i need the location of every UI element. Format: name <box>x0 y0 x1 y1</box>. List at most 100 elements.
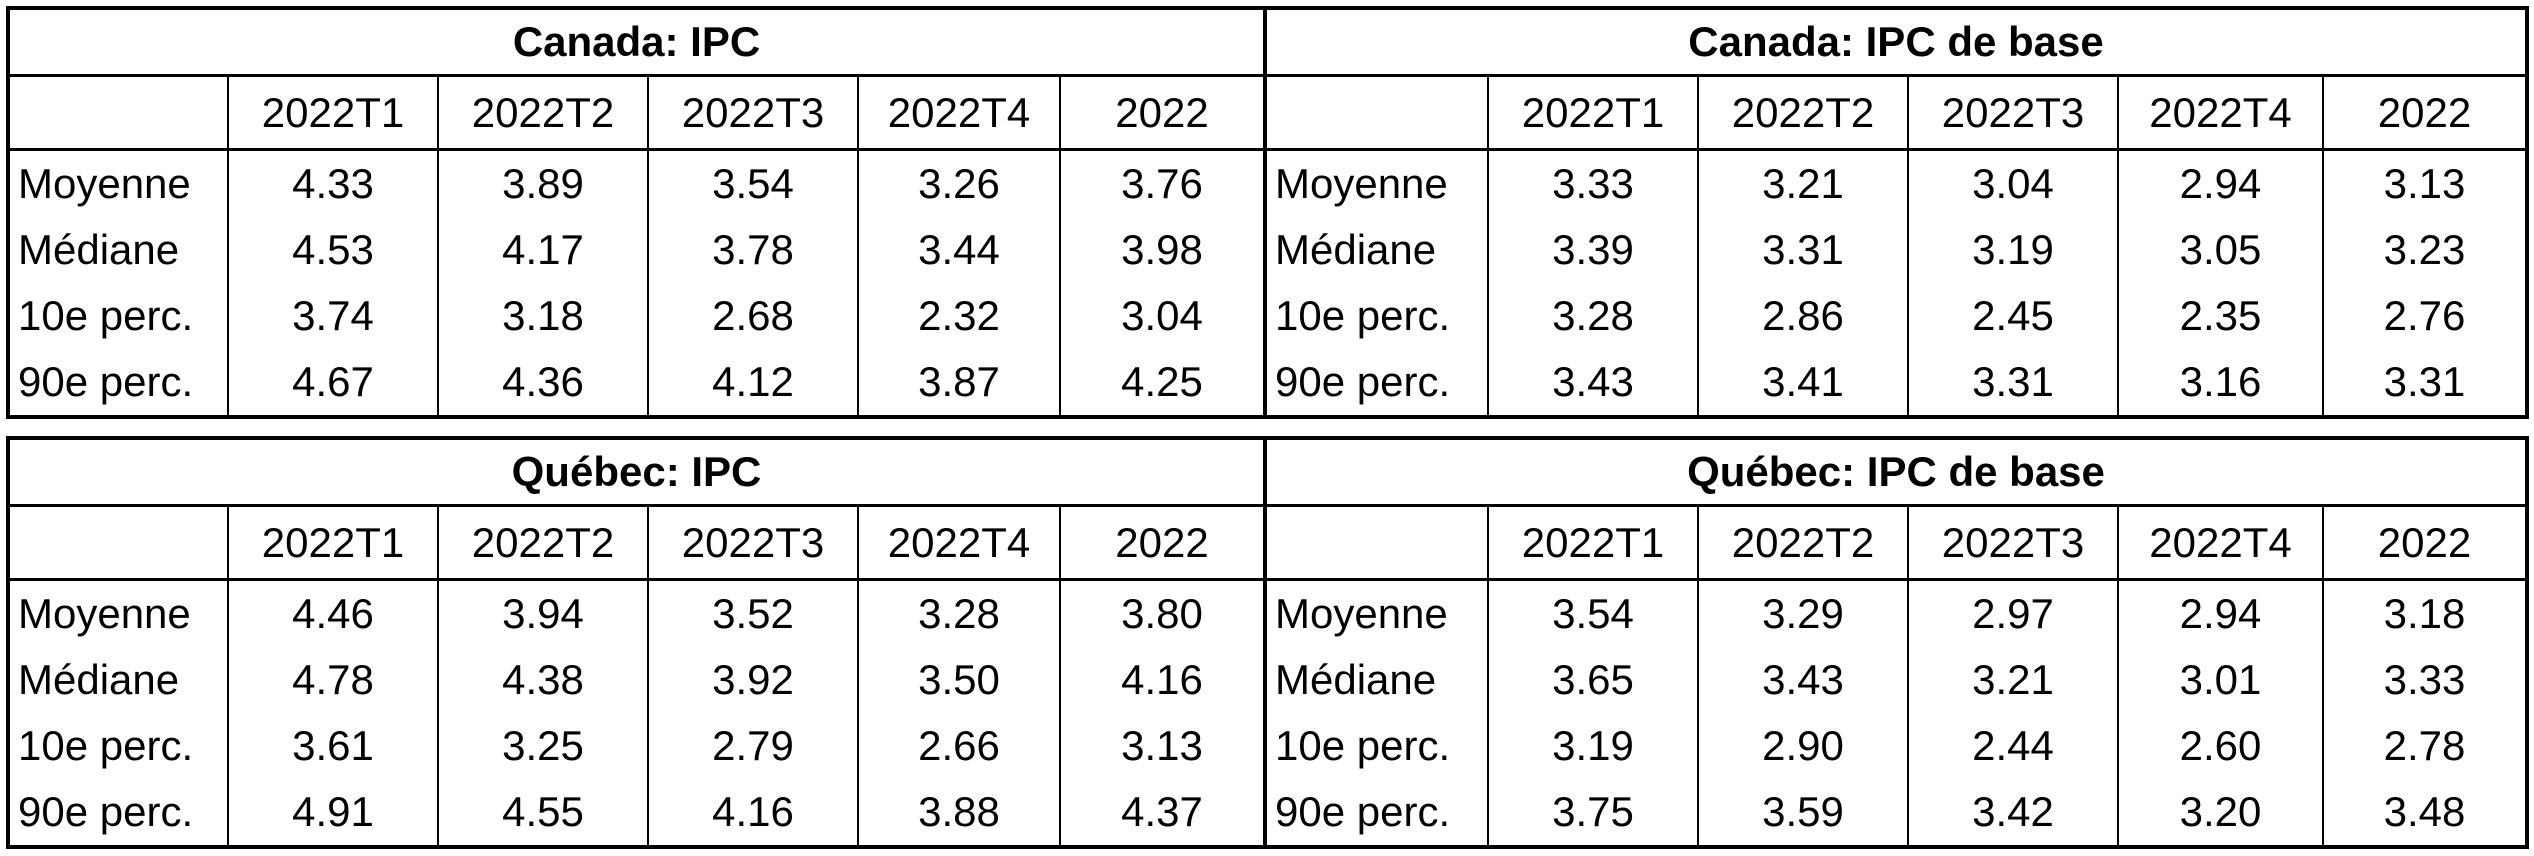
value-cell: 3.54 <box>1487 579 1698 647</box>
value-cell: 2.32 <box>857 283 1060 349</box>
column-header: 2022T2 <box>1697 505 1908 581</box>
column-header: 2022T1 <box>1487 75 1698 151</box>
row-label: Médiane <box>7 217 228 283</box>
row-label: Moyenne <box>7 579 228 647</box>
value-cell: 3.42 <box>1907 779 2118 847</box>
value-cell: 4.16 <box>647 779 858 847</box>
value-cell: 2.76 <box>2322 283 2527 349</box>
value-cell: 2.66 <box>857 713 1060 779</box>
data-row: Moyenne 3.54 3.29 2.97 2.94 3.18 <box>1264 579 2527 647</box>
value-cell: 2.78 <box>2322 713 2527 779</box>
title-row: Québec: IPC <box>6 438 1266 507</box>
corner-cell <box>7 505 228 581</box>
column-header: 2022 <box>2322 505 2527 581</box>
header-row: 2022T1 2022T2 2022T3 2022T4 2022 <box>1264 75 2527 151</box>
value-cell: 2.35 <box>2117 283 2323 349</box>
data-row: 90e perc. 3.43 3.41 3.31 3.16 3.31 <box>1264 349 2527 417</box>
data-table: Québec: IPC de base 2022T1 2022T2 2022T3 202… <box>1263 436 2529 849</box>
value-cell: 3.21 <box>1907 647 2118 713</box>
value-cell: 3.89 <box>437 149 648 217</box>
column-header: 2022T1 <box>227 505 438 581</box>
value-cell: 3.61 <box>227 713 438 779</box>
header-row: 2022T1 2022T2 2022T3 2022T4 2022 <box>7 75 1266 151</box>
value-cell: 4.46 <box>227 579 438 647</box>
column-header: 2022T4 <box>2117 75 2323 151</box>
value-cell: 4.33 <box>227 149 438 217</box>
row-label: 10e perc. <box>1264 283 1488 349</box>
value-cell: 3.87 <box>857 349 1060 417</box>
value-cell: 3.78 <box>647 217 858 283</box>
title-row: Québec: IPC de base <box>1264 438 2527 507</box>
value-cell: 2.94 <box>2117 579 2323 647</box>
data-row: 10e perc. 3.61 3.25 2.79 2.66 3.13 <box>7 713 1266 779</box>
corner-cell <box>1264 505 1488 581</box>
value-cell: 3.13 <box>2322 149 2527 217</box>
title-row: Canada: IPC <box>6 8 1266 77</box>
row-label: Médiane <box>7 647 228 713</box>
data-row: Médiane 3.65 3.43 3.21 3.01 3.33 <box>1264 647 2527 713</box>
column-header: 2022T3 <box>647 75 858 151</box>
table-title: Québec: IPC de base <box>1264 438 2527 507</box>
value-cell: 3.18 <box>2322 579 2527 647</box>
column-header: 2022T3 <box>647 505 858 581</box>
value-cell: 3.54 <box>647 149 858 217</box>
value-cell: 3.31 <box>1907 349 2118 417</box>
row-label: Médiane <box>1264 217 1488 283</box>
column-header: 2022T2 <box>437 75 648 151</box>
value-cell: 3.92 <box>647 647 858 713</box>
value-cell: 3.01 <box>2117 647 2323 713</box>
data-row: 90e perc. 4.67 4.36 4.12 3.87 4.25 <box>7 349 1266 417</box>
value-cell: 3.80 <box>1058 579 1266 647</box>
value-cell: 3.44 <box>857 217 1060 283</box>
value-cell: 4.12 <box>647 349 858 417</box>
value-cell: 3.05 <box>2117 217 2323 283</box>
data-row: Moyenne 4.33 3.89 3.54 3.26 3.76 <box>7 149 1266 217</box>
data-row: Médiane 4.78 4.38 3.92 3.50 4.16 <box>7 647 1266 713</box>
value-cell: 3.21 <box>1697 149 1908 217</box>
row-label: 10e perc. <box>1264 713 1488 779</box>
column-header: 2022T2 <box>437 505 648 581</box>
data-row: 90e perc. 4.91 4.55 4.16 3.88 4.37 <box>7 779 1266 847</box>
value-cell: 3.43 <box>1697 647 1908 713</box>
value-cell: 4.67 <box>227 349 438 417</box>
value-cell: 3.31 <box>2322 349 2527 417</box>
row-label: 10e perc. <box>7 713 228 779</box>
value-cell: 3.94 <box>437 579 648 647</box>
value-cell: 2.97 <box>1907 579 2118 647</box>
table-title: Canada: IPC de base <box>1264 8 2527 77</box>
value-cell: 2.79 <box>647 713 858 779</box>
column-header: 2022T2 <box>1697 75 1908 151</box>
column-header: 2022T3 <box>1907 75 2118 151</box>
table-title: Canada: IPC <box>6 8 1266 77</box>
value-cell: 4.38 <box>437 647 648 713</box>
row-label: 90e perc. <box>1264 779 1488 847</box>
data-row: Médiane 3.39 3.31 3.19 3.05 3.23 <box>1264 217 2527 283</box>
corner-cell <box>7 75 228 151</box>
row-label: Médiane <box>1264 647 1488 713</box>
data-row: 90e perc. 3.75 3.59 3.42 3.20 3.48 <box>1264 779 2527 847</box>
column-header: 2022 <box>2322 75 2527 151</box>
value-cell: 3.75 <box>1487 779 1698 847</box>
value-cell: 3.48 <box>2322 779 2527 847</box>
value-cell: 3.26 <box>857 149 1060 217</box>
value-cell: 4.17 <box>437 217 648 283</box>
value-cell: 3.33 <box>1487 149 1698 217</box>
value-cell: 3.19 <box>1487 713 1698 779</box>
value-cell: 2.44 <box>1907 713 2118 779</box>
header-row: 2022T1 2022T2 2022T3 2022T4 2022 <box>7 505 1266 581</box>
value-cell: 3.20 <box>2117 779 2323 847</box>
value-cell: 3.43 <box>1487 349 1698 417</box>
row-label: 90e perc. <box>7 779 228 847</box>
column-header: 2022T4 <box>2117 505 2323 581</box>
data-row: 10e perc. 3.28 2.86 2.45 2.35 2.76 <box>1264 283 2527 349</box>
value-cell: 4.25 <box>1058 349 1266 417</box>
value-cell: 2.45 <box>1907 283 2118 349</box>
row-label: 10e perc. <box>7 283 228 349</box>
value-cell: 3.33 <box>2322 647 2527 713</box>
column-header: 2022T1 <box>227 75 438 151</box>
value-cell: 3.13 <box>1058 713 1266 779</box>
table-title: Québec: IPC <box>6 438 1266 507</box>
value-cell: 4.53 <box>227 217 438 283</box>
value-cell: 3.74 <box>227 283 438 349</box>
